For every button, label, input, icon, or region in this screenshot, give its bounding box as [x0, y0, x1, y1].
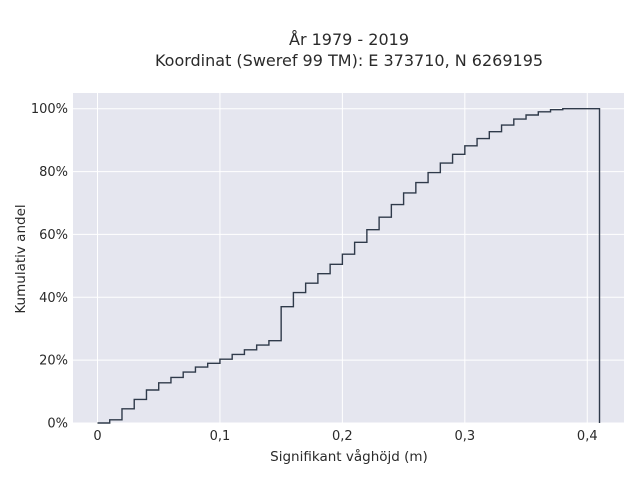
y-tick-label: 100% — [31, 102, 68, 117]
x-axis-ticks: 0 0,1 0,2 0,3 0,4 — [93, 429, 597, 444]
y-tick-label: 80% — [39, 165, 68, 180]
y-axis-ticks: 0% 20% 40% 60% 80% 100% — [31, 102, 68, 431]
grid — [73, 93, 624, 424]
chart-title-line-1: År 1979 - 2019 — [289, 30, 409, 49]
chart-title-line-2: Koordinat (Sweref 99 TM): E 373710, N 62… — [155, 51, 543, 70]
cdf-step-line — [97, 108, 601, 424]
x-tick-label: 0,1 — [210, 429, 231, 444]
y-tick-label: 0% — [47, 417, 68, 432]
x-tick-label: 0,3 — [454, 429, 475, 444]
x-tick-label: 0,2 — [332, 429, 353, 444]
y-tick-label: 40% — [39, 291, 68, 306]
series-layer — [97, 108, 601, 424]
y-tick-label: 20% — [39, 354, 68, 369]
x-tick-label: 0 — [93, 429, 101, 444]
x-tick-label: 0,4 — [577, 429, 598, 444]
y-tick-label: 60% — [39, 228, 68, 243]
x-axis-label: Signifikant våghöjd (m) — [270, 448, 428, 465]
y-axis-label: Kumulativ andel — [13, 204, 29, 313]
plot-area — [73, 93, 624, 423]
